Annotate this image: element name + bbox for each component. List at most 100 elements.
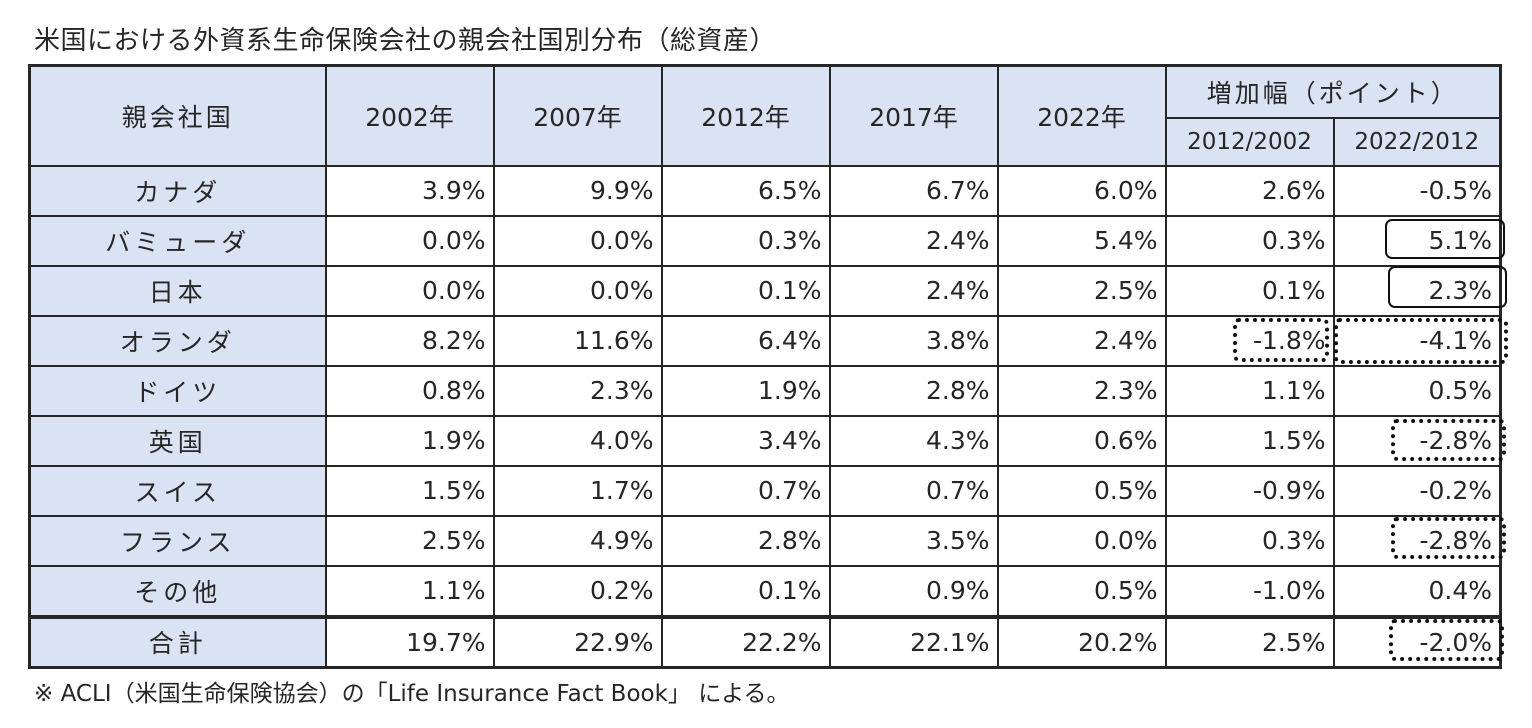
increase-cell: 0.3% [1164,214,1335,267]
increase-cell: -0.9% [1164,464,1335,517]
table-row: 英国 1.9% 4.0% 3.4% 4.3% 0.6% 1.5% -2.8% [28,414,1502,467]
increase-cell: 2.5% [1164,614,1335,668]
share-cell: 0.5% [996,564,1167,618]
distribution-table: 親会社国 2002年 2007年 2012年 2017年 2022年 増加幅（ポ… [28,64,1502,669]
share-cell: 2.8% [828,364,999,417]
share-cell: 2.5% [324,514,495,567]
share-cell: 2.4% [996,314,1167,367]
share-cell: 19.7% [324,614,495,668]
share-cell: 1.9% [324,414,495,467]
share-cell: 6.5% [660,164,831,217]
share-cell: 2.3% [996,364,1167,417]
increase-cell: 2.6% [1164,164,1335,217]
country-cell: オランダ [28,314,327,367]
table-row: オランダ 8.2% 11.6% 6.4% 3.8% 2.4% -1.8% -4.1% [28,314,1502,367]
header-increase-col: 2012/2002 [1164,116,1335,167]
share-cell: 6.4% [660,314,831,367]
increase-cell: 1.5% [1164,414,1335,467]
share-cell: 0.7% [828,464,999,517]
header-increase-col: 2022/2012 [1332,116,1502,167]
share-cell: 8.2% [324,314,495,367]
increase-cell: -0.5% [1332,164,1502,217]
table-row: その他 1.1% 0.2% 0.1% 0.9% 0.5% -1.0% 0.4% [28,564,1502,618]
share-cell: 1.9% [660,364,831,417]
header-year: 2002年 [324,64,495,167]
share-cell: 2.4% [828,264,999,317]
increase-cell: 2.3% [1332,264,1502,317]
share-cell: 0.9% [828,564,999,618]
table-row: フランス 2.5% 4.9% 2.8% 3.5% 0.0% 0.3% -2.8% [28,514,1502,567]
share-cell: 11.6% [492,314,663,367]
increase-cell: -2.8% [1332,514,1502,567]
share-cell: 1.7% [492,464,663,517]
share-cell: 2.4% [828,214,999,267]
country-cell: ドイツ [28,364,327,417]
table-row: ドイツ 0.8% 2.3% 1.9% 2.8% 2.3% 1.1% 0.5% [28,364,1502,417]
increase-cell: -2.0% [1332,614,1502,668]
share-cell: 0.2% [492,564,663,618]
increase-cell: 1.1% [1164,364,1335,417]
source-note: ※ ACLI（米国生命保険協会）の「Life Insurance Fact Bo… [34,681,790,707]
share-cell: 2.5% [996,264,1167,317]
share-cell: 9.9% [492,164,663,217]
share-cell: 3.9% [324,164,495,217]
share-cell: 0.1% [660,564,831,618]
share-cell: 1.5% [324,464,495,517]
share-cell: 2.8% [660,514,831,567]
country-cell: スイス [28,464,327,517]
increase-cell: -4.1% [1332,314,1502,367]
share-cell: 0.0% [324,214,495,267]
share-cell: 0.0% [492,214,663,267]
country-cell: バミューダ [28,214,327,267]
share-cell: 0.0% [324,264,495,317]
country-cell: 英国 [28,414,327,467]
header-year: 2022年 [996,64,1167,167]
header-increase: 増加幅（ポイント） [1164,64,1502,119]
increase-cell: 5.1% [1332,214,1502,267]
country-cell: フランス [28,514,327,567]
share-cell: 0.8% [324,364,495,417]
header-country: 親会社国 [28,64,327,167]
increase-cell: -1.0% [1164,564,1335,618]
header-year: 2007年 [492,64,663,167]
share-cell: 22.1% [828,614,999,668]
table-row: バミューダ 0.0% 0.0% 0.3% 2.4% 5.4% 0.3% 5.1% [28,214,1502,267]
share-cell: 4.0% [492,414,663,467]
share-cell: 0.7% [660,464,831,517]
share-cell: 4.9% [492,514,663,567]
increase-cell: -2.8% [1332,414,1502,467]
country-cell: カナダ [28,164,327,217]
share-cell: 4.3% [828,414,999,467]
share-cell: 3.8% [828,314,999,367]
header-year: 2012年 [660,64,831,167]
share-cell: 0.1% [660,264,831,317]
total-row: 合計 19.7% 22.9% 22.2% 22.1% 20.2% 2.5% -2.0% [28,614,1502,668]
share-cell: 22.2% [660,614,831,668]
share-cell: 0.0% [492,264,663,317]
country-cell: 日本 [28,264,327,317]
share-cell: 0.0% [996,514,1167,567]
share-cell: 6.0% [996,164,1167,217]
share-cell: 0.3% [660,214,831,267]
country-cell: 合計 [28,614,327,668]
table-row: スイス 1.5% 1.7% 0.7% 0.7% 0.5% -0.9% -0.2% [28,464,1502,517]
share-cell: 0.5% [996,464,1167,517]
table-row: カナダ 3.9% 9.9% 6.5% 6.7% 6.0% 2.6% -0.5% [28,164,1502,217]
increase-cell: 0.3% [1164,514,1335,567]
share-cell: 3.5% [828,514,999,567]
increase-cell: 0.1% [1164,264,1335,317]
increase-cell: -1.8% [1164,314,1335,367]
increase-cell: -0.2% [1332,464,1502,517]
table-row: 日本 0.0% 0.0% 0.1% 2.4% 2.5% 0.1% 2.3% [28,264,1502,317]
country-cell: その他 [28,564,327,618]
page-title: 米国における外資系生命保険会社の親会社国別分布（総資産） [34,26,777,56]
share-cell: 20.2% [996,614,1167,668]
share-cell: 1.1% [324,564,495,618]
increase-cell: 0.5% [1332,364,1502,417]
share-cell: 0.6% [996,414,1167,467]
increase-cell: 0.4% [1332,564,1502,618]
share-cell: 2.3% [492,364,663,417]
header-year: 2017年 [828,64,999,167]
share-cell: 22.9% [492,614,663,668]
share-cell: 6.7% [828,164,999,217]
